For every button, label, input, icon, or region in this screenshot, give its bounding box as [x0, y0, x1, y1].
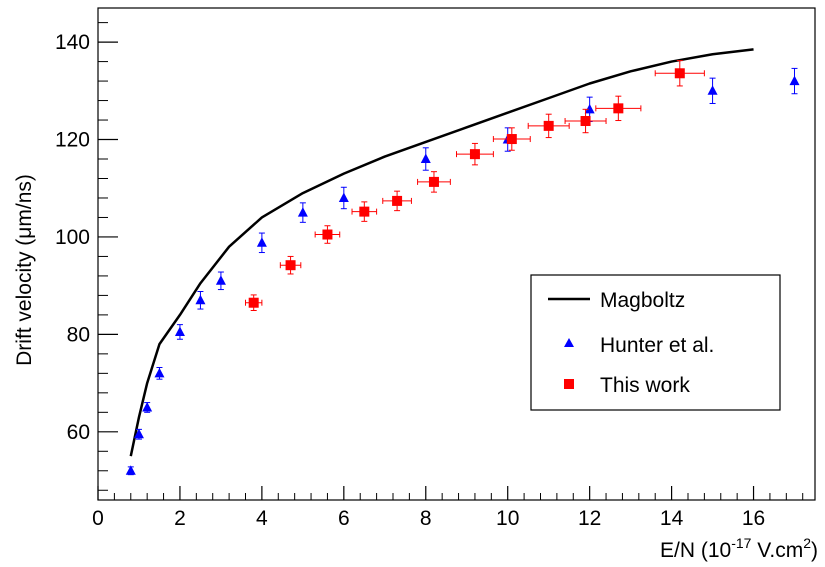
x-tick-label: 2 [174, 507, 186, 530]
thiswork-point [469, 149, 480, 160]
thiswork-point [392, 195, 403, 206]
thiswork-point [613, 103, 624, 114]
plot-frame [97, 7, 816, 501]
hunter-point [215, 275, 226, 285]
hunter-point [789, 75, 800, 86]
thiswork-point [506, 134, 517, 145]
series-layer [125, 48, 800, 476]
hunter-point [125, 465, 136, 475]
thiswork-point [248, 297, 259, 308]
y-tick-label: 60 [67, 421, 90, 444]
hunter-point [133, 428, 144, 439]
y-axis-title-mu: μ [13, 227, 36, 239]
hunter-point [584, 103, 595, 114]
y-tick-label: 80 [67, 323, 90, 346]
hunter-point [707, 85, 718, 95]
x-tick-label: 14 [660, 507, 684, 530]
x-tick-label: 10 [496, 507, 519, 530]
x-tick-label: 16 [742, 507, 765, 530]
hunter-point [154, 367, 165, 378]
x-axis-title-end: ) [811, 539, 818, 562]
thiswork-point [580, 116, 591, 127]
hunter-point [195, 294, 206, 305]
x-axis-title-main: E/N (10 [660, 539, 731, 562]
hunter-point [420, 153, 431, 164]
x-tick-label: 12 [578, 507, 601, 530]
y-tick-label: 120 [55, 129, 90, 152]
hunter-point [174, 326, 185, 336]
y-axis-title-before: Drift velocity ( [13, 239, 36, 366]
y-tick-label: 140 [55, 31, 90, 54]
y-axis-title: Drift velocity (μm/ns) [13, 174, 36, 366]
thiswork-point [543, 120, 554, 131]
x-tick-label: 6 [338, 507, 350, 530]
y-tick-label: 100 [55, 226, 90, 249]
x-tick-label: 8 [420, 507, 432, 530]
legend: Magboltz Hunter et al. This work [530, 274, 781, 411]
thiswork-point [285, 260, 296, 271]
x-tick-label: 0 [92, 507, 104, 530]
magboltz-curve [129, 48, 754, 457]
x-axis-title-sup1: -17 [731, 535, 751, 551]
x-tick-label: 4 [256, 507, 268, 530]
legend-thiswork-label: This work [600, 374, 690, 397]
legend-magboltz-label: Magboltz [600, 289, 685, 312]
x-axis-title-sup2: 2 [803, 535, 811, 551]
hunter-point [142, 401, 153, 412]
x-axis-title: E/N (10-17 V.cm2) [660, 535, 818, 562]
x-axis-title-mid: V.cm [751, 539, 803, 562]
legend-thiswork-marker [564, 379, 574, 389]
tick-layer: 0 2 4 6 8 10 12 14 16 60 80 100 120 140 [55, 22, 804, 530]
thiswork-point [428, 176, 439, 187]
hunter-point [338, 192, 349, 202]
legend-hunter-label: Hunter et al. [600, 334, 714, 357]
hunter-point [297, 207, 308, 217]
thiswork-point [322, 229, 333, 240]
y-axis-title-after: m/ns) [13, 174, 36, 227]
thiswork-point [674, 68, 685, 79]
hunter-point [256, 237, 267, 247]
thiswork-point [359, 206, 370, 217]
legend-hunter-marker [564, 338, 574, 347]
